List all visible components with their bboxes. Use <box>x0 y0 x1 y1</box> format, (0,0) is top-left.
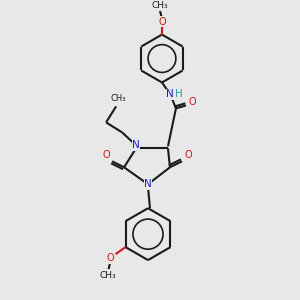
Text: O: O <box>102 150 110 160</box>
Text: N: N <box>166 89 174 99</box>
Text: O: O <box>184 150 192 160</box>
Text: O: O <box>107 253 114 263</box>
Text: O: O <box>188 98 196 107</box>
Text: O: O <box>158 16 166 27</box>
Text: N: N <box>132 140 140 150</box>
Text: H: H <box>175 89 183 99</box>
Text: CH₃: CH₃ <box>110 94 126 103</box>
Text: CH₃: CH₃ <box>152 1 168 10</box>
Text: N: N <box>144 179 152 189</box>
Text: CH₃: CH₃ <box>99 271 116 280</box>
